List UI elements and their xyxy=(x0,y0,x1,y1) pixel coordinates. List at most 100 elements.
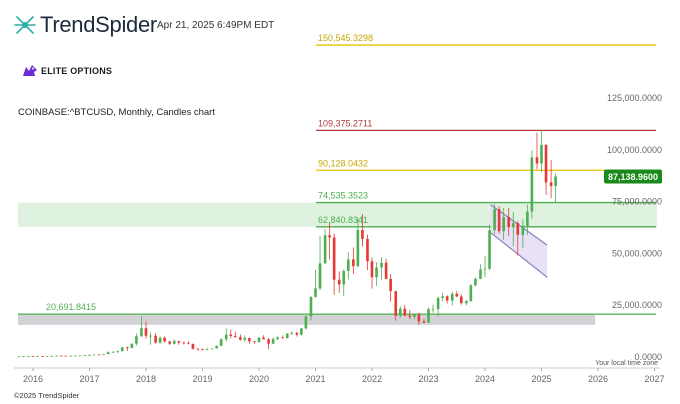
partner-name: ELITE OPTIONS xyxy=(41,66,113,76)
candle-body-42 xyxy=(215,345,218,349)
candle-body-20 xyxy=(111,351,115,353)
candle-body-67 xyxy=(332,237,336,280)
candle-body-83 xyxy=(408,315,412,317)
candle-body-3 xyxy=(31,356,35,357)
chart-timestamp: Apr 21, 2025 6:49PM EDT xyxy=(157,20,275,31)
candle-body-110 xyxy=(535,157,539,164)
candle-body-33 xyxy=(172,341,176,344)
candle-body-69 xyxy=(342,271,346,285)
candle-body-89 xyxy=(436,297,440,310)
candle-body-88 xyxy=(431,309,435,310)
candle-body-38 xyxy=(196,348,200,350)
x-tick-label-5: 2021 xyxy=(305,374,325,384)
candle-body-100 xyxy=(488,230,491,269)
candle-body-98 xyxy=(479,269,482,279)
candle-body-19 xyxy=(106,352,110,355)
candle-body-104 xyxy=(507,217,511,228)
candle-body-4 xyxy=(36,356,39,357)
candle-body-46 xyxy=(233,336,237,338)
candle-body-11 xyxy=(69,355,73,357)
x-tick-label-6: 2022 xyxy=(362,374,382,384)
candle-body-31 xyxy=(163,337,166,342)
candle-body-105 xyxy=(511,223,515,228)
candle-body-84 xyxy=(413,314,416,317)
candle-body-45 xyxy=(229,334,233,337)
trendspider-logo[interactable]: TrendSpider xyxy=(14,12,157,38)
candle-body-60 xyxy=(300,328,303,335)
candle-body-34 xyxy=(177,341,181,343)
candle-body-41 xyxy=(210,348,214,350)
level-label-4: 62,840.8341 xyxy=(318,215,368,225)
current-price-badge xyxy=(604,169,662,184)
candle-body-85 xyxy=(417,314,421,322)
chart-background-layer xyxy=(18,44,657,325)
candle-body-76 xyxy=(375,267,378,278)
candle-body-71 xyxy=(352,259,355,267)
candle-body-27 xyxy=(144,328,148,336)
price-zone-0 xyxy=(18,202,657,227)
candle-body-36 xyxy=(187,343,190,345)
x-tick-label-10: 2026 xyxy=(588,374,608,384)
candle-body-57 xyxy=(285,333,289,339)
candle-body-86 xyxy=(422,321,426,323)
candle-body-21 xyxy=(116,351,120,352)
y-tick-label-4: 100,000.0000 xyxy=(607,145,662,155)
candle-body-74 xyxy=(366,238,369,262)
candle-body-55 xyxy=(276,337,279,340)
candle-body-16 xyxy=(92,354,96,356)
instrument-title: COINBASE:^BTCUSD, Monthly, Candles chart xyxy=(18,107,215,118)
x-tick-label-8: 2024 xyxy=(475,374,495,384)
candle-body-56 xyxy=(281,337,285,339)
candle-body-17 xyxy=(97,354,101,356)
candle-body-25 xyxy=(135,336,138,344)
candle-body-97 xyxy=(474,278,477,286)
candle-body-23 xyxy=(126,347,129,349)
overlay-layer: 150,545.3298 109,375.2711 90,128.0432 74,53… xyxy=(46,33,662,312)
candle-body-102 xyxy=(497,209,501,232)
candle-body-10 xyxy=(64,355,68,357)
x-tick-label-4: 2020 xyxy=(249,374,269,384)
candle-body-62 xyxy=(309,296,313,317)
elite-options-logo-icon xyxy=(23,65,37,76)
axis-layer: 0.0000 25,000.0000 50,000.0000 75,000.0000 1… xyxy=(14,93,665,384)
candle-body-52 xyxy=(262,337,265,340)
candle-body-28 xyxy=(149,335,152,337)
candle-body-99 xyxy=(483,268,487,270)
candle-body-40 xyxy=(205,349,209,350)
level-label-2: 90,128.0432 xyxy=(318,158,368,168)
candle-body-111 xyxy=(540,144,543,164)
candle-body-63 xyxy=(314,288,317,297)
candle-body-2 xyxy=(27,356,30,357)
candle-body-35 xyxy=(182,342,186,344)
candle-body-9 xyxy=(59,355,63,357)
candle-body-61 xyxy=(304,316,308,329)
candle-body-51 xyxy=(257,337,261,343)
candle-body-29 xyxy=(154,335,157,343)
candle-body-95 xyxy=(465,301,468,304)
candle-body-80 xyxy=(394,291,398,316)
candle-body-68 xyxy=(337,279,341,285)
candle-body-103 xyxy=(502,217,505,232)
candle-body-65 xyxy=(323,235,327,264)
candle-body-32 xyxy=(168,341,172,344)
candle-body-78 xyxy=(384,262,388,279)
channel-lower-line xyxy=(490,232,548,278)
candle-body-81 xyxy=(398,308,402,316)
candle-body-101 xyxy=(493,209,496,231)
candle-body-5 xyxy=(41,356,44,357)
candle-body-50 xyxy=(253,341,256,343)
candle-body-64 xyxy=(318,263,322,289)
candle-body-90 xyxy=(441,296,444,298)
x-tick-label-2: 2018 xyxy=(136,374,156,384)
candle-body-7 xyxy=(50,355,53,357)
x-tick-label-7: 2023 xyxy=(418,374,438,384)
candle-body-53 xyxy=(267,339,270,344)
candle-body-112 xyxy=(544,144,548,183)
candle-body-12 xyxy=(74,355,77,357)
y-tick-label-5: 125,000.0000 xyxy=(607,93,662,103)
x-tick-label-9: 2025 xyxy=(531,374,551,384)
candle-body-107 xyxy=(521,225,525,235)
candle-body-113 xyxy=(549,182,553,187)
level-label-3: 74,535.3523 xyxy=(318,191,368,201)
